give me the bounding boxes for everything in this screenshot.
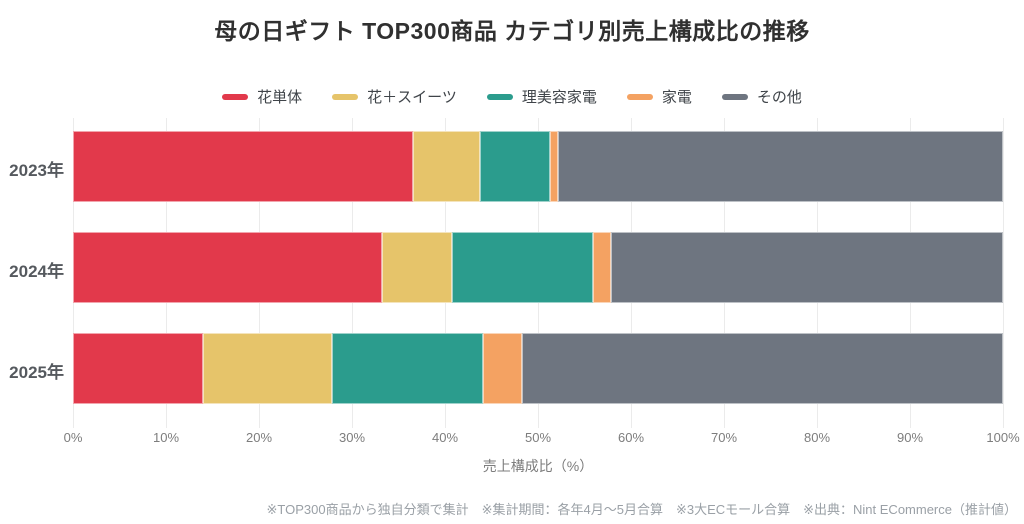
legend-marker-icon	[332, 93, 359, 100]
gridline	[1002, 118, 1004, 428]
chart-title: 母の日ギフト TOP300商品 カテゴリ別売上構成比の推移	[214, 18, 810, 44]
legend-item-2: 理美容家電	[486, 86, 597, 107]
legend-item-0: 花単体	[222, 86, 302, 107]
x-axis-ticks: 0% 10% 20% 30% 40% 50% 60% 70% 80% 90% 100%	[64, 430, 1020, 448]
bar-segment-その他	[558, 131, 1003, 202]
bar-segment-家電	[592, 232, 611, 303]
bar-segment-その他	[610, 232, 1003, 303]
bar-segment-花単体	[73, 232, 382, 303]
bar-segment-花＋スイーツ	[203, 333, 333, 404]
bar-segment-花＋スイーツ	[381, 232, 453, 303]
legend-item-1: 花＋スイーツ	[332, 86, 457, 107]
bar-segment-理美容家電	[332, 333, 484, 404]
legend: 花単体 花＋スイーツ 理美容家電 家電 その他	[0, 86, 1024, 107]
footnote: ※TOP300商品から独自分類で集計 ※集計期間：各年4月～5月合算 ※3大EC…	[266, 502, 1017, 517]
x-tick-label: 40%	[431, 430, 459, 445]
bar-row-2024年	[73, 232, 1003, 303]
legend-marker-icon	[486, 93, 513, 100]
bar-row-2023年	[73, 131, 1003, 202]
x-tick-label: 10%	[152, 430, 180, 445]
x-axis-title: 売上構成比（%）	[482, 458, 594, 474]
legend-label: 理美容家電	[521, 89, 597, 106]
x-tick-label: 30%	[338, 430, 366, 445]
legend-item-4: その他	[721, 86, 802, 107]
bar-segment-理美容家電	[452, 232, 593, 303]
x-tick-label: 0%	[63, 430, 83, 445]
plot-area	[72, 118, 1004, 428]
bar-segment-理美容家電	[480, 131, 551, 202]
bar-segment-家電	[483, 333, 523, 404]
legend-label: 花単体	[257, 89, 303, 106]
legend-label: その他	[756, 89, 802, 106]
bar-segment-花単体	[73, 333, 204, 404]
y-axis-label-2023年: 2023年	[9, 161, 64, 180]
x-tick-label: 50%	[524, 430, 552, 445]
legend-marker-icon	[222, 93, 249, 100]
bar-segment-その他	[522, 333, 1003, 404]
legend-label: 家電	[661, 89, 692, 106]
legend-item-3: 家電	[626, 86, 692, 107]
x-tick-label: 80%	[803, 430, 831, 445]
x-tick-label: 20%	[245, 430, 273, 445]
bar-row-2025年	[73, 333, 1003, 404]
y-axis-label-2024年: 2024年	[9, 262, 64, 281]
x-tick-label: 90%	[896, 430, 924, 445]
bar-segment-花単体	[73, 131, 414, 202]
bar-segment-花＋スイーツ	[413, 131, 481, 202]
legend-label: 花＋スイーツ	[367, 89, 457, 106]
bar-segment-家電	[550, 131, 559, 202]
legend-marker-icon	[721, 93, 748, 100]
legend-marker-icon	[626, 93, 653, 100]
x-tick-label: 60%	[617, 430, 645, 445]
x-tick-label: 100%	[986, 430, 1020, 445]
x-tick-label: 70%	[710, 430, 738, 445]
y-axis-label-2025年: 2025年	[9, 363, 64, 382]
